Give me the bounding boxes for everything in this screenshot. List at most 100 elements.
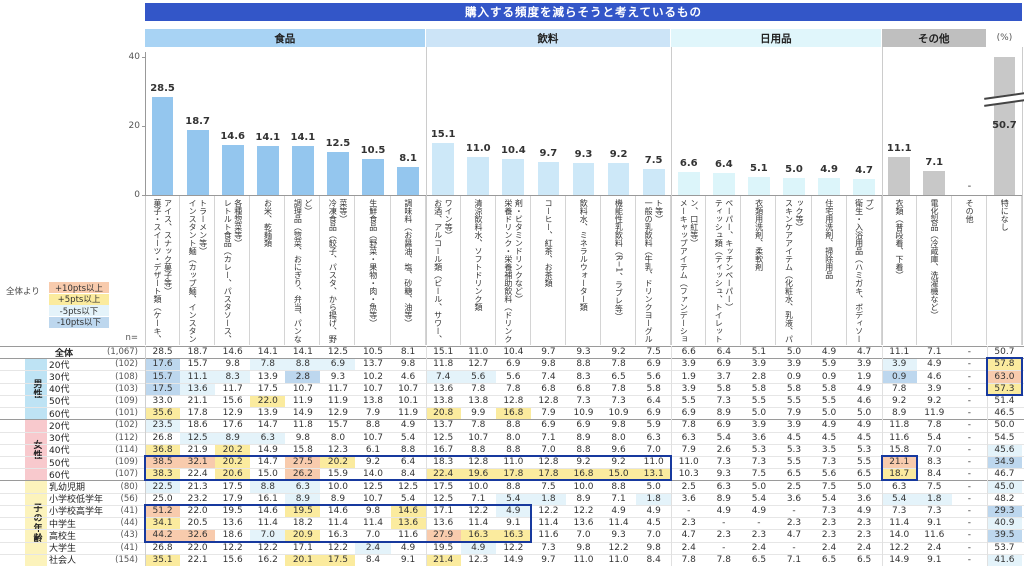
table-row-separator bbox=[0, 553, 1024, 555]
table-cell: 9.6 bbox=[611, 444, 626, 455]
table-cell: 6.9 bbox=[506, 359, 521, 370]
group-separator-1 bbox=[671, 47, 673, 345]
table-row-n: (154) bbox=[115, 554, 138, 565]
item-label-cell: 特になし bbox=[987, 196, 1022, 345]
table-row-n: (1,067) bbox=[107, 347, 138, 358]
table-cell: 2.4 bbox=[355, 541, 391, 554]
table-cell: 6.9 bbox=[716, 420, 731, 431]
table-cell: 2.4 bbox=[927, 542, 942, 553]
table-cell: 5.5 bbox=[786, 457, 802, 468]
table-cell: 4.6 bbox=[927, 371, 942, 382]
bar-value-5: 12.5 bbox=[325, 137, 351, 149]
table-cell: 22.0 bbox=[250, 394, 286, 408]
table-cell: 7.1 bbox=[471, 493, 486, 504]
table-cell: 57.3 bbox=[986, 382, 1022, 395]
table-cell: 23.5 bbox=[145, 419, 181, 432]
table-cell: 4.7 bbox=[681, 530, 696, 541]
table-cell: 15.6 bbox=[222, 554, 243, 565]
table-cell: 22.1 bbox=[187, 554, 208, 565]
table-row-separator bbox=[0, 419, 1024, 421]
bar-5 bbox=[327, 151, 349, 195]
table-cell: 54.5 bbox=[994, 432, 1015, 443]
table-cell: 7.8 bbox=[716, 554, 731, 565]
bar-16 bbox=[712, 172, 735, 195]
table-cell: 26.8 bbox=[152, 542, 173, 553]
table-cell: 4.7 bbox=[786, 530, 802, 541]
table-cell: 20.8 bbox=[425, 407, 461, 420]
bar-value-19: 4.9 bbox=[820, 164, 838, 176]
bar-value-15: 6.6 bbox=[679, 158, 698, 170]
item-label-cell: コーヒー、紅茶、お茶類 bbox=[531, 196, 566, 345]
table-cell: 9.8 bbox=[646, 542, 661, 553]
table-cell: 21.1 bbox=[187, 395, 208, 406]
table-cell: 12.5 bbox=[433, 493, 454, 504]
bar-20 bbox=[853, 178, 876, 195]
table-cell: 9.8 bbox=[400, 359, 416, 370]
table-cell: - bbox=[967, 371, 971, 382]
table-cell: 2.3 bbox=[716, 530, 731, 541]
table-cell: 45.6 bbox=[986, 443, 1022, 456]
table-cell: 5.5 bbox=[786, 395, 802, 406]
table-cell: 11.7 bbox=[222, 383, 243, 394]
table-cell: 5.6 bbox=[646, 371, 661, 382]
table-cell: 6.5 bbox=[821, 554, 837, 565]
table-cell: 11.0 bbox=[643, 457, 664, 468]
table-cell: 15.8 bbox=[889, 444, 910, 455]
bar-value-18: 5.0 bbox=[785, 163, 803, 175]
table-cell: 10.4 bbox=[503, 347, 524, 358]
table-cell: 20.9 bbox=[285, 529, 321, 542]
table-cell: 9.3 bbox=[611, 530, 626, 541]
table-cell: 6.9 bbox=[681, 408, 696, 419]
table-cell: - bbox=[967, 432, 971, 443]
table-cell: 3.9 bbox=[856, 359, 872, 370]
item-label-cell: 菓子・スイーツ・デザート類（ケーキ、アイス、スナック菓子等） bbox=[145, 196, 181, 345]
table-cell: 27.5 bbox=[285, 456, 321, 469]
table-cell: - bbox=[792, 505, 796, 516]
item-label-cell: 住宅用洗剤、掃除用品 bbox=[812, 196, 847, 345]
table-cell: 11.8 bbox=[889, 420, 910, 431]
table-cell: 10.7 bbox=[362, 493, 384, 504]
table-row-n: (109) bbox=[115, 457, 138, 468]
table-cell: 10.2 bbox=[362, 371, 384, 382]
table-cell: 2.3 bbox=[751, 530, 767, 541]
table-cell: 8.9 bbox=[285, 492, 321, 505]
table-cell: 17.5 bbox=[145, 382, 181, 395]
table-cell: 4.5 bbox=[646, 518, 661, 529]
table-cell: 11.1 bbox=[889, 347, 910, 358]
table-cell: 57.8 bbox=[986, 358, 1022, 371]
table-cell: 7.8 bbox=[681, 554, 696, 565]
table-row-separator bbox=[0, 370, 1024, 372]
annotation-box-1 bbox=[144, 455, 673, 482]
table-cell: - bbox=[967, 359, 971, 370]
table-cell: 0.9 bbox=[881, 370, 917, 383]
table-cell: 12.5 bbox=[362, 481, 384, 492]
table-cell: 3.6 bbox=[751, 432, 767, 443]
table-cell: 7.8 bbox=[506, 383, 521, 394]
table-cell: 3.9 bbox=[881, 358, 917, 371]
table-cell: - bbox=[722, 542, 726, 553]
table-cell: 15.7 bbox=[327, 420, 348, 431]
table-cell: 9.8 bbox=[295, 432, 311, 443]
table-cell: 14.6 bbox=[327, 505, 348, 516]
table-cell: 12.2 bbox=[327, 542, 348, 553]
table-cell: 12.8 bbox=[538, 395, 559, 406]
annotation-box-0 bbox=[985, 357, 1023, 396]
item-label: 電化製品（冷蔵庫、洗濯機など） bbox=[930, 199, 940, 319]
table-cell: 4.9 bbox=[460, 541, 496, 554]
table-cell: 36.8 bbox=[145, 443, 181, 456]
table-cell: 4.9 bbox=[400, 542, 416, 553]
table-cell: 44.2 bbox=[145, 529, 181, 542]
table-cell: 26.2 bbox=[285, 468, 321, 481]
item-label-cell: 清涼飲料水、ソフトドリンク類 bbox=[461, 196, 496, 345]
table-cell: 9.3 bbox=[330, 371, 346, 382]
table-cell: - bbox=[967, 347, 971, 358]
row-group-label-0: 男性 bbox=[25, 358, 47, 420]
table-cell: 15.0 bbox=[601, 468, 637, 481]
table-cell: 10.7 bbox=[292, 383, 313, 394]
row-group-label-1: 女性 bbox=[25, 419, 47, 481]
table-cell: 6.9 bbox=[541, 420, 556, 431]
table-cell: 11.4 bbox=[538, 518, 559, 529]
table-cell: 5.4 bbox=[821, 493, 837, 504]
table-cell: 5.5 bbox=[821, 395, 837, 406]
table-cell: 7.0 bbox=[365, 530, 381, 541]
